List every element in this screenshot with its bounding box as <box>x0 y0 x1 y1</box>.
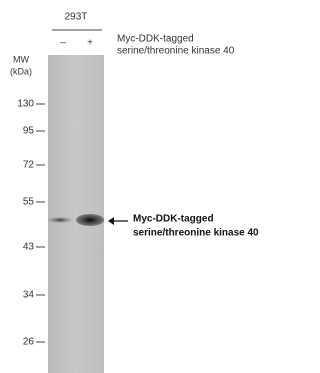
gel <box>48 55 104 373</box>
blot-figure: 293T – + Myc-DDK-tagged serine/threonine… <box>0 0 281 373</box>
marker-label: 55 <box>23 197 35 208</box>
band <box>48 217 72 223</box>
lane-label: – <box>60 38 66 49</box>
markers: 130 95 72 55 43 34 26 <box>17 99 45 348</box>
treatment-label: Myc-DDK-tagged <box>117 34 194 45</box>
marker-label: 72 <box>23 160 35 171</box>
lane-label: + <box>87 38 93 49</box>
treatment-label: serine/threonine kinase 40 <box>117 46 235 57</box>
mw-label: MW <box>13 54 29 64</box>
marker-label: 43 <box>23 242 35 253</box>
band-label: Myc-DDK-tagged <box>133 214 214 225</box>
cell-line: 293T <box>65 12 88 23</box>
band <box>76 214 104 226</box>
marker-label: 26 <box>23 337 35 348</box>
marker-label: 95 <box>23 126 35 137</box>
band-arrow-head <box>108 217 114 225</box>
marker-label: 130 <box>17 99 34 110</box>
mw-label: (kDa) <box>10 66 32 76</box>
marker-label: 34 <box>23 290 35 301</box>
band-label: serine/threonine kinase 40 <box>133 228 259 239</box>
